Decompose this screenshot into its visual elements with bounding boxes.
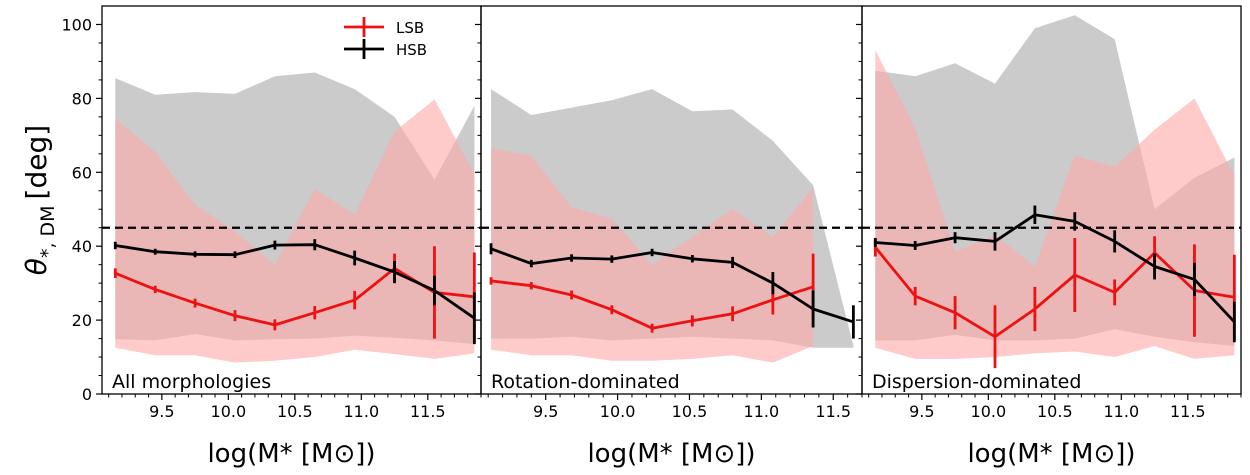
band-lsb [115, 99, 475, 363]
x-tick-label: 11.5 [1170, 402, 1206, 421]
x-tick-label: 11.5 [410, 402, 446, 421]
panel-plot-area [102, 72, 481, 363]
legend-label-lsb: LSB [396, 19, 424, 37]
x-tick-label: 11.0 [744, 402, 780, 421]
y-axis-label-unit: [deg] [20, 125, 53, 200]
legend-label-hsb: HSB [396, 41, 427, 59]
band-lsb [875, 50, 1235, 359]
panel-plot-area [862, 15, 1241, 369]
y-axis-label-main: θ [20, 258, 53, 275]
x-axis-label: log(M* [M⊙]) [587, 439, 755, 469]
y-tick-label: 40 [72, 237, 92, 256]
x-tick-label: 10.0 [211, 402, 247, 421]
x-tick-label: 9.5 [149, 402, 174, 421]
panel-label: All morphologies [112, 371, 271, 393]
y-tick-label: 60 [72, 163, 92, 182]
x-tick-label: 9.5 [909, 402, 934, 421]
series-line-hsb [490, 247, 854, 324]
x-tick-label: 10.0 [971, 402, 1007, 421]
panel-1: 9.5 10.0 10.5 11.0 11.5 0 20 40 60 80 100 All morph… [61, 5, 482, 469]
x-tick-label: 11.0 [344, 402, 380, 421]
legend: LSB HSB [344, 17, 427, 59]
panels-layer: 9.5 10.0 10.5 11.0 11.5 0 20 40 60 80 100 All morph… [61, 5, 1242, 469]
y-tick-label: 100 [61, 15, 92, 34]
x-axis-label: log(M* [M⊙]) [967, 439, 1135, 469]
y-tick-label: 20 [72, 311, 92, 330]
x-tick-label: 10.5 [672, 402, 708, 421]
y-tick-label: 0 [82, 385, 92, 404]
panel-label: Dispersion-dominated [872, 371, 1081, 393]
y-tick-label: 80 [72, 89, 92, 108]
y-axis-label: θ*, DM [deg] [20, 125, 59, 275]
y-axis-label-sub: *, DM [37, 205, 59, 258]
series-line-hsb [115, 243, 476, 320]
x-axis-label: log(M* [M⊙]) [207, 439, 375, 469]
panel-plot-area [481, 89, 862, 363]
panel-2: 9.5 10.0 10.5 11.0 11.5 Rotation-dominated log… [475, 5, 863, 469]
panel-label: Rotation-dominated [491, 371, 680, 393]
panel-frame [861, 5, 1242, 395]
x-tick-label: 10.0 [600, 402, 636, 421]
x-tick-label: 9.5 [533, 402, 558, 421]
x-tick-label: 11.0 [1104, 402, 1140, 421]
x-tick-label: 10.5 [277, 402, 313, 421]
panel-3: 9.5 10.0 10.5 11.0 11.5 Dispersion-dominated l… [856, 5, 1242, 469]
x-tick-label: 11.5 [815, 402, 851, 421]
series-line-hsb [875, 213, 1236, 323]
x-tick-label: 10.5 [1037, 402, 1073, 421]
